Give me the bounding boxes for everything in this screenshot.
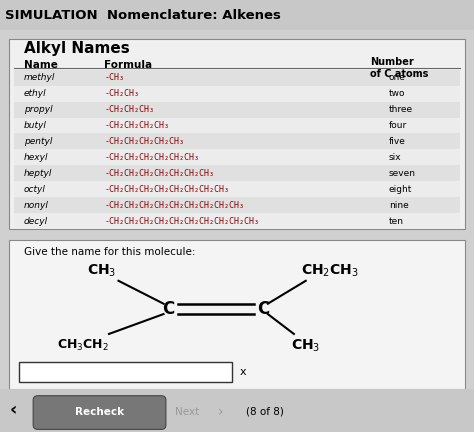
Text: hexyl: hexyl (24, 153, 48, 162)
Bar (14, 86, 460, 102)
Text: seven: seven (389, 169, 416, 178)
Bar (14, 102, 460, 118)
Text: C: C (162, 300, 174, 318)
Text: ‹: ‹ (9, 401, 17, 419)
Text: ten: ten (389, 217, 404, 226)
Text: CH$_3$: CH$_3$ (87, 263, 117, 279)
Text: Next: Next (175, 407, 200, 417)
Text: propyl: propyl (24, 105, 52, 114)
Text: six: six (389, 153, 401, 162)
Bar (14, 133, 460, 149)
Bar (14, 213, 460, 229)
Text: pentyl: pentyl (24, 137, 52, 146)
Text: x: x (239, 367, 246, 377)
Text: decyl: decyl (24, 217, 48, 226)
Text: -CH₂CH₂CH₂CH₂CH₂CH₂CH₂CH₃: -CH₂CH₂CH₂CH₂CH₂CH₂CH₂CH₃ (104, 185, 229, 194)
Text: -CH₂CH₃: -CH₂CH₃ (104, 89, 139, 98)
Text: (8 of 8): (8 of 8) (246, 407, 284, 417)
Text: four: four (389, 121, 407, 130)
FancyBboxPatch shape (19, 362, 232, 382)
Text: methyl: methyl (24, 73, 55, 83)
Bar (14, 181, 460, 197)
Bar (14, 149, 460, 165)
Text: CH$_3$CH$_2$: CH$_3$CH$_2$ (57, 338, 109, 353)
FancyBboxPatch shape (0, 0, 474, 30)
Text: ethyl: ethyl (24, 89, 46, 98)
Text: one: one (389, 73, 406, 83)
Text: -CH₂CH₂CH₂CH₃: -CH₂CH₂CH₂CH₃ (104, 121, 169, 130)
Text: three: three (389, 105, 413, 114)
Text: nine: nine (389, 201, 409, 210)
Text: -CH₂CH₂CH₂CH₂CH₂CH₂CH₂CH₂CH₃: -CH₂CH₂CH₂CH₂CH₂CH₂CH₂CH₂CH₃ (104, 201, 244, 210)
Text: -CH₂CH₂CH₂CH₂CH₃: -CH₂CH₂CH₂CH₂CH₃ (104, 137, 184, 146)
Text: SIMULATION  Nomenclature: Alkenes: SIMULATION Nomenclature: Alkenes (5, 9, 281, 22)
Text: octyl: octyl (24, 185, 46, 194)
Text: Formula: Formula (104, 60, 153, 70)
Bar (14, 70, 460, 86)
Text: C: C (257, 300, 269, 318)
Text: two: two (389, 89, 405, 98)
Bar (14, 165, 460, 181)
Text: Alkyl Names: Alkyl Names (24, 41, 129, 56)
Text: butyl: butyl (24, 121, 46, 130)
Bar (14, 118, 460, 133)
Text: -CH₂CH₂CH₂CH₂CH₂CH₃: -CH₂CH₂CH₂CH₂CH₂CH₃ (104, 153, 199, 162)
Text: heptyl: heptyl (24, 169, 52, 178)
Text: Give the name for this molecule:: Give the name for this molecule: (24, 247, 195, 257)
Text: CH$_2$CH$_3$: CH$_2$CH$_3$ (301, 263, 358, 279)
Text: nonyl: nonyl (24, 201, 48, 210)
FancyBboxPatch shape (9, 240, 465, 389)
FancyBboxPatch shape (9, 39, 465, 229)
Text: ›: › (218, 405, 224, 419)
FancyBboxPatch shape (0, 389, 474, 432)
Text: -CH₂CH₂CH₂CH₂CH₂CH₂CH₃: -CH₂CH₂CH₂CH₂CH₂CH₂CH₃ (104, 169, 214, 178)
Text: -CH₃: -CH₃ (104, 73, 124, 83)
Text: Number
of C atoms: Number of C atoms (370, 57, 428, 79)
Bar (14, 197, 460, 213)
FancyBboxPatch shape (33, 396, 166, 429)
Text: CH$_3$: CH$_3$ (291, 337, 320, 354)
Text: five: five (389, 137, 406, 146)
Text: eight: eight (389, 185, 412, 194)
Text: Name: Name (24, 60, 57, 70)
Text: -CH₂CH₂CH₃: -CH₂CH₂CH₃ (104, 105, 154, 114)
Text: -CH₂CH₂CH₂CH₂CH₂CH₂CH₂CH₂CH₂CH₃: -CH₂CH₂CH₂CH₂CH₂CH₂CH₂CH₂CH₂CH₃ (104, 217, 259, 226)
Text: Recheck: Recheck (75, 407, 124, 417)
